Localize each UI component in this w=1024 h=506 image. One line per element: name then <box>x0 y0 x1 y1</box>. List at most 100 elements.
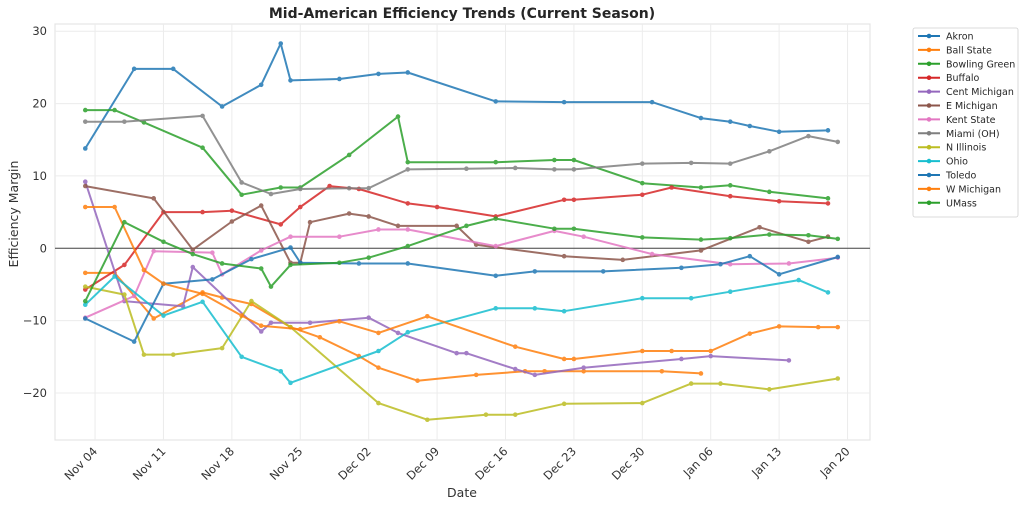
data-point <box>512 412 518 417</box>
data-point <box>727 183 733 188</box>
data-point <box>258 82 264 88</box>
x-tick-label: Nov 25 <box>267 444 306 483</box>
data-point <box>141 352 147 357</box>
data-point <box>776 129 782 135</box>
x-tick-label: Nov 18 <box>198 444 237 483</box>
data-point <box>200 291 205 297</box>
data-point <box>239 192 244 198</box>
data-point <box>640 192 645 198</box>
data-point <box>698 115 704 121</box>
data-point <box>581 365 586 370</box>
data-point <box>219 261 225 266</box>
data-point <box>249 256 254 262</box>
y-tick-label: 10 <box>32 169 47 183</box>
chart-title: Mid-American Efficiency Trends (Current … <box>269 6 655 22</box>
x-tick-label: Dec 02 <box>335 444 374 483</box>
data-point <box>640 161 645 166</box>
data-point <box>151 248 156 254</box>
data-point <box>767 189 772 195</box>
data-point <box>161 281 166 287</box>
data-point <box>82 270 88 276</box>
data-point <box>640 400 645 406</box>
data-point <box>82 204 88 210</box>
data-point <box>483 412 489 417</box>
data-point <box>825 290 831 295</box>
y-tick-label: 20 <box>32 97 47 111</box>
legend-label: Akron <box>946 32 974 43</box>
data-point <box>757 224 762 230</box>
data-point <box>493 99 499 104</box>
data-point <box>337 319 342 324</box>
data-point <box>366 255 371 260</box>
data-point <box>747 331 753 336</box>
data-point <box>669 348 674 354</box>
data-point <box>727 193 733 199</box>
data-point <box>571 157 577 163</box>
legend-label: Ohio <box>946 157 968 168</box>
legend-item-buffalo: Buffalo <box>918 73 980 84</box>
data-point <box>346 152 352 158</box>
data-point <box>317 334 323 340</box>
x-tick-label: Dec 09 <box>404 444 443 483</box>
legend-label: Bowling Green <box>946 59 1015 70</box>
data-point <box>395 223 401 229</box>
data-point <box>552 157 557 163</box>
data-point <box>571 197 577 203</box>
x-axis-label: Date <box>447 485 477 500</box>
data-point <box>493 273 499 279</box>
data-point <box>552 226 557 232</box>
series-line-akron <box>84 42 829 149</box>
data-point <box>258 329 264 334</box>
data-point <box>835 324 841 330</box>
data-point <box>405 329 411 335</box>
data-point <box>258 323 264 328</box>
data-point <box>82 302 88 308</box>
data-point <box>815 324 821 330</box>
data-point <box>698 248 704 253</box>
data-point <box>288 380 293 386</box>
data-point <box>200 209 205 215</box>
data-point <box>581 368 586 374</box>
legend-item-umass: UMass <box>918 198 977 209</box>
data-point <box>200 299 205 305</box>
data-point <box>493 243 499 249</box>
data-point <box>395 330 401 336</box>
data-point <box>561 308 567 314</box>
data-point <box>405 243 411 249</box>
series-cent-michigan <box>82 179 792 378</box>
data-point <box>131 66 137 72</box>
data-point <box>464 223 469 229</box>
y-tick-label: 30 <box>32 24 47 38</box>
data-point <box>307 320 313 326</box>
legend-label: Ball State <box>946 45 992 56</box>
data-point <box>405 201 411 206</box>
data-point <box>376 365 381 370</box>
data-point <box>825 128 831 133</box>
legend-item-cent-michigan: Cent Michigan <box>918 87 1014 98</box>
data-point <box>767 232 772 237</box>
data-point <box>131 339 137 344</box>
data-point <box>210 277 215 282</box>
data-point <box>767 387 772 392</box>
data-point <box>190 264 196 270</box>
data-point <box>532 306 538 311</box>
legend-label: Cent Michigan <box>946 87 1014 98</box>
data-point <box>561 356 567 362</box>
data-point <box>835 139 841 145</box>
data-point <box>718 261 723 267</box>
data-point <box>190 247 196 253</box>
legend-item-ohio: Ohio <box>918 157 968 168</box>
data-point <box>288 234 293 240</box>
data-point <box>532 269 538 274</box>
y-tick-label: −10 <box>23 314 47 328</box>
legend-label: UMass <box>946 198 977 209</box>
data-point <box>786 261 792 266</box>
legend-marker <box>926 172 932 178</box>
data-point <box>122 119 127 124</box>
data-point <box>307 219 313 225</box>
data-point <box>405 159 411 165</box>
data-point <box>405 227 411 232</box>
data-point <box>581 234 586 240</box>
data-point <box>405 261 411 266</box>
data-point <box>825 196 831 201</box>
